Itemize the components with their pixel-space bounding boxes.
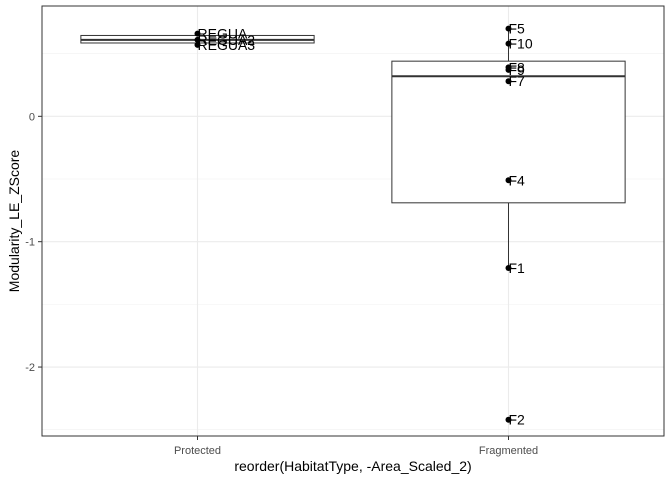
x-tick-label: Fragmented (479, 445, 538, 457)
data-point-label: F8 (509, 59, 526, 75)
data-point-label: REGUA3 (198, 37, 256, 53)
data-point-label: F10 (509, 36, 533, 52)
data-point-label: REGUA (198, 26, 248, 42)
y-axis-title: Modularity_LE_ZScore (6, 150, 22, 293)
y-tick-label: 0 (29, 111, 35, 123)
x-tick-label: Protected (174, 445, 221, 457)
data-point (505, 416, 512, 423)
x-axis-ticks: Protected Fragmented (174, 436, 538, 457)
data-point (505, 66, 512, 73)
data-point (194, 30, 201, 37)
data-point-label: F1 (509, 260, 526, 276)
y-tick-label: -2 (25, 362, 35, 374)
data-point (505, 40, 512, 47)
data-point-label: F5 (509, 21, 526, 37)
data-point (194, 41, 201, 48)
y-tick-label: -1 (25, 237, 35, 249)
data-point (505, 177, 512, 184)
data-point (194, 36, 201, 43)
data-point-label: REGUA2 (198, 32, 256, 48)
data-point (505, 265, 512, 272)
y-axis-ticks: -2 -1 0 (25, 111, 42, 374)
x-axis-title: reorder(HabitatType, -Area_Scaled_2) (234, 458, 471, 474)
data-point-label: F7 (509, 73, 526, 89)
point-layer (194, 25, 512, 423)
data-point-label: F9 (509, 62, 526, 78)
plot-panel-border (41, 5, 665, 437)
data-point (505, 78, 512, 85)
data-point-label: F4 (509, 172, 526, 188)
data-point (505, 25, 512, 32)
data-point-label: F2 (509, 412, 526, 428)
